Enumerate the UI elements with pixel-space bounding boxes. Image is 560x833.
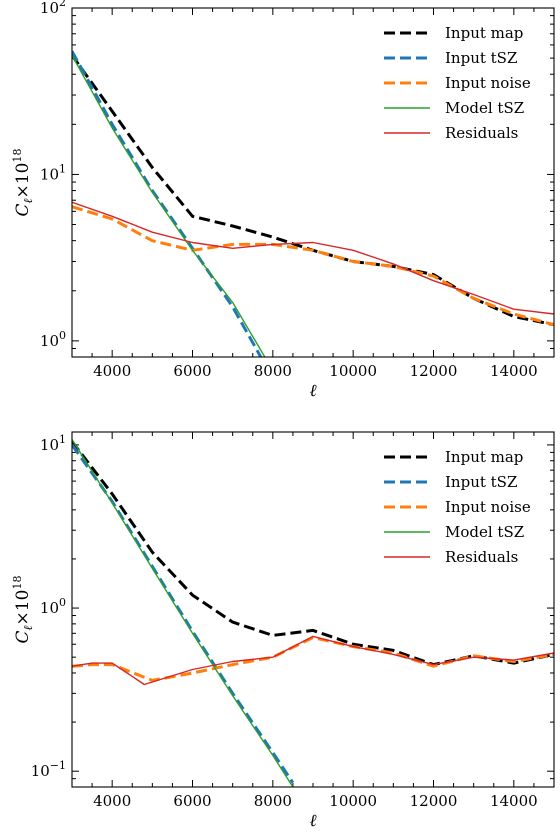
x-tick-label: 10000	[329, 792, 377, 810]
series-line-input-tsz	[72, 444, 295, 784]
legend-entry-residuals: Residuals	[445, 124, 518, 142]
series-line-residuals	[72, 635, 554, 686]
plot-area	[72, 50, 554, 357]
series-line-input-noise	[72, 205, 554, 327]
x-tick-label: 6000	[173, 362, 211, 380]
y-tick-label: 10−1	[31, 759, 66, 780]
plot-area	[72, 439, 554, 787]
legend-entry-input-tsz: Input tSZ	[445, 473, 517, 491]
x-axis-label: ℓ	[309, 381, 316, 401]
chart-panel-1: 4000 6000 8000 10000 12000 14000 102 101 100 Inpu…	[11, 0, 555, 401]
legend-entry-input-map: Input map	[445, 24, 523, 42]
x-tick-label: 14000	[490, 792, 538, 810]
x-axis-label: ℓ	[309, 811, 316, 831]
x-tick-label: 8000	[254, 792, 292, 810]
x-tick-label: 12000	[410, 362, 458, 380]
series-line-model-tsz	[72, 439, 294, 787]
plot-frame	[71, 7, 555, 358]
legend-entry-residuals: Residuals	[445, 548, 518, 566]
y-tick-label: 102	[40, 0, 66, 17]
y-tick-label: 100	[40, 596, 66, 617]
chart-panel-2: 4000 6000 8000 10000 12000 14000 101 100 10−1 Inp…	[11, 431, 555, 831]
series-line-input-map	[72, 440, 554, 667]
series-line-model-tsz	[72, 54, 266, 357]
series-line-input-tsz	[72, 50, 263, 357]
y-tick-label: 101	[40, 162, 66, 183]
x-tick-label: 4000	[93, 362, 131, 380]
x-tick-label: 14000	[490, 362, 538, 380]
x-tick-label: 10000	[329, 362, 377, 380]
y-tick-label: 101	[40, 433, 66, 454]
x-tick-label: 6000	[173, 792, 211, 810]
series-line-residuals	[72, 201, 554, 315]
x-tick-label: 8000	[254, 362, 292, 380]
y-axis-label: Cℓ×1018	[11, 576, 35, 644]
legend-entry-input-noise: Input noise	[445, 74, 531, 92]
y-axis-label: Cℓ×1018	[11, 149, 35, 217]
series-line-input-map	[72, 54, 554, 327]
plot-frame	[71, 431, 555, 788]
legend-entry-input-tsz: Input tSZ	[445, 49, 517, 67]
x-tick-label: 4000	[93, 792, 131, 810]
series-line-input-noise	[72, 636, 554, 682]
legend-entry-model-tsz: Model tSZ	[445, 99, 524, 117]
legend-entry-input-noise: Input noise	[445, 498, 531, 516]
legend-entry-input-map: Input map	[445, 448, 523, 466]
legend-entry-model-tsz: Model tSZ	[445, 523, 524, 541]
x-tick-label: 12000	[410, 792, 458, 810]
y-tick-label: 100	[40, 329, 66, 350]
